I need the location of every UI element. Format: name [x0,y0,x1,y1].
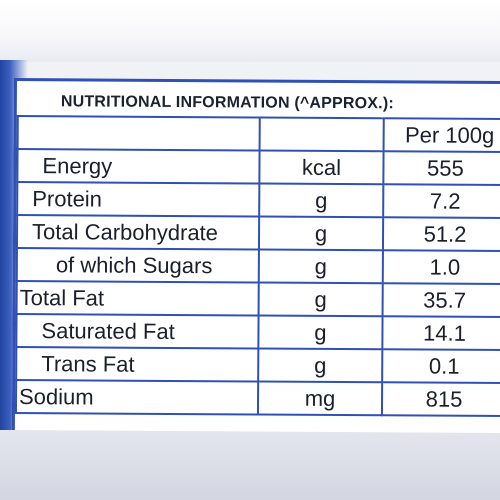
nutrient-unit: g [258,282,383,317]
nutrient-value: 7.2 [383,184,500,219]
header-blank-cell [17,116,260,151]
nutrient-name: Total Fat [19,285,105,311]
nutrient-name: Saturated Fat [41,318,175,344]
nutrient-value: 1.0 [382,250,500,285]
nutrient-name: Trans Fat [41,351,135,377]
nutrient-value: 51.2 [382,217,500,252]
packaging-bottom-area [0,430,500,500]
nutrient-name-cell: Total Carbohydrate [16,215,260,250]
nutrient-name: of which Sugars [55,252,213,279]
nutrient-name: Sodium [18,384,94,410]
nutrient-unit: g [258,216,384,251]
per-100g-header: Per 100g [383,118,500,153]
table-row: Total Fat g 35.7 [16,281,500,318]
header-blank-cell [259,117,384,152]
table-row: Protein g 7.2 [17,182,500,219]
nutrient-value: 815 [381,382,500,417]
nutrient-unit: kcal [259,150,384,185]
nutrition-table: Per 100g Energy kcal 555 Protein g 7.2 T… [15,115,500,417]
nutrition-panel: NUTRITIONAL INFORMATION (^APPROX.): Per … [11,78,500,433]
packaging-top-area [0,0,500,62]
table-header-row: Per 100g [17,116,500,153]
nutrient-value: 14.1 [382,316,500,351]
nutrient-name-cell: Total Fat [16,281,259,316]
nutrient-unit: g [258,315,383,350]
nutrient-name: Total Carbohydrate [31,219,219,246]
table-row: Saturated Fat g 14.1 [16,314,500,351]
nutrient-name-cell: Saturated Fat [16,314,259,349]
table-row: Total Carbohydrate g 51.2 [16,215,500,252]
nutrient-name-cell: of which Sugars [16,248,259,283]
nutrient-name-cell: Protein [17,182,260,217]
nutrient-unit: g [259,183,384,218]
table-row: Energy kcal 555 [17,149,500,186]
nutrient-unit: mg [257,381,383,416]
nutrition-heading: NUTRITIONAL INFORMATION (^APPROX.): [60,93,394,113]
nutrient-name-cell: Energy [17,149,260,184]
table-row: Trans Fat g 0.1 [16,347,500,384]
nutrient-name: Energy [42,153,113,179]
nutrient-value: 35.7 [382,283,500,318]
table-row: Sodium mg 815 [15,380,500,417]
nutrient-value: 0.1 [382,349,500,384]
nutrient-unit: g [258,348,383,383]
table-row: of which Sugars g 1.0 [16,248,500,285]
nutrient-value: 555 [383,151,500,186]
nutrient-name: Protein [32,186,103,212]
nutrient-name-cell: Trans Fat [16,347,259,382]
nutrient-name-cell: Sodium [15,380,259,415]
nutrient-unit: g [258,249,383,284]
